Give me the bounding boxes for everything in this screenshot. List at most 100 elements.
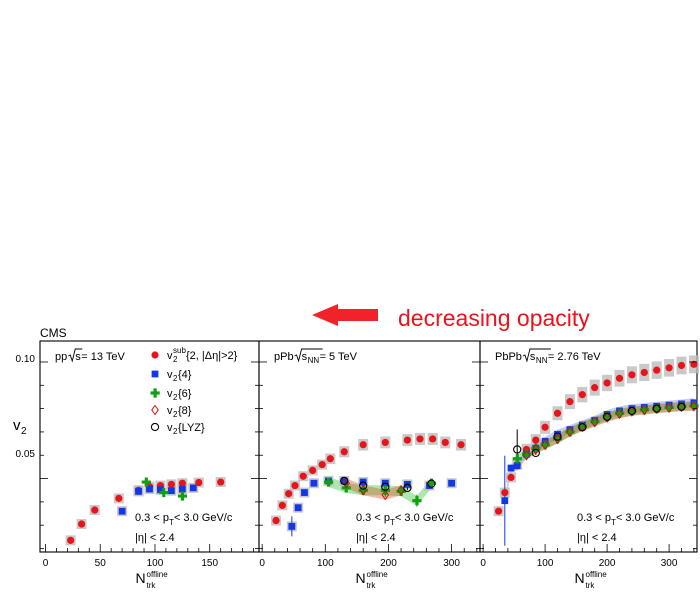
pt-cut-sub: T: [611, 518, 616, 527]
x-axis-label-main: N: [356, 570, 366, 586]
energy-label-sqrt: s: [530, 351, 536, 363]
y-axis-label: v 2: [13, 417, 27, 437]
data-point-circle: [578, 391, 586, 399]
data-point-open-circle: [513, 445, 522, 454]
data-point-square: [135, 487, 142, 495]
data-point-circle: [403, 436, 411, 444]
legend-marker-square: [151, 370, 159, 378]
data-point-open-circle: [403, 483, 412, 493]
data-point-diamond: [522, 449, 531, 461]
data-point-diamond: [531, 444, 540, 455]
x-tick-label: 0: [480, 558, 486, 569]
legend-v: v: [167, 388, 173, 400]
data-point-cross: [553, 434, 563, 444]
data-point-diamond: [640, 404, 649, 416]
data-point-cross: [577, 421, 587, 431]
data-point-circle: [640, 368, 648, 377]
data-point-cross: [602, 412, 612, 422]
legend-sub: 2: [173, 355, 178, 364]
syst-band-cross: [328, 477, 432, 506]
data-point-open-circle: [381, 482, 390, 491]
data-point-square: [310, 479, 318, 487]
energy-label-sub: NN: [536, 356, 548, 365]
pt-cut-label: 0.3 < p: [577, 512, 611, 524]
data-marks-pp: [65, 477, 226, 546]
legend-sub: 2: [173, 410, 178, 419]
data-point-circle: [457, 441, 465, 449]
data-point-square: [513, 462, 521, 470]
data-point-square: [507, 464, 515, 472]
data-point-square: [501, 497, 509, 505]
x-axis-label-sub: trk: [147, 581, 157, 590]
x-axis-label-sub: trk: [586, 581, 596, 590]
data-point-square: [146, 485, 153, 493]
legend-marker-open-circle: [150, 422, 160, 432]
x-ticks-ppb: 0 100 200 300 N offline trk: [259, 361, 480, 590]
data-point-diamond: [603, 412, 611, 423]
x-tick-label: 200: [599, 558, 616, 569]
data-point-diamond: [397, 484, 405, 496]
x-tick-label: 100: [317, 558, 334, 569]
data-point-diamond: [541, 439, 549, 451]
pt-cut-label: 0.3 < p: [135, 512, 169, 524]
energy-label-value: = 5 TeV: [320, 351, 358, 363]
eta-cut-label: |η| < 2.4: [135, 532, 175, 544]
data-point-cross: [565, 427, 575, 437]
data-point-square: [288, 522, 296, 530]
data-point-cross: [639, 405, 649, 415]
legend-entry-cross: v 2 {6}: [150, 388, 192, 402]
energy-label-sqrt: s: [302, 351, 308, 363]
data-point-circle: [217, 478, 225, 486]
data-marks-ppb: [271, 432, 467, 537]
data-point-circle: [603, 379, 611, 387]
data-point-circle: [278, 501, 286, 509]
data-point-open-circle: [427, 479, 436, 488]
data-point-cross: [141, 477, 151, 487]
data-point-circle: [318, 460, 326, 469]
data-point-diamond: [553, 433, 562, 445]
x-axis-label-sup: offline: [367, 570, 389, 579]
legend-label: {8}: [178, 405, 192, 417]
data-point-circle: [653, 366, 661, 374]
sqrt-icon: [294, 348, 323, 363]
data-point-circle: [359, 441, 367, 449]
legend-v: v: [167, 422, 173, 434]
data-point-open-circle: [677, 402, 686, 411]
pt-cut-range: < 3.0 GeV/c: [174, 512, 233, 524]
x-axis-label-sup: offline: [586, 570, 608, 579]
data-point-circle: [591, 384, 599, 392]
data-point-cross: [590, 416, 600, 427]
x-tick-label: 200: [380, 558, 397, 569]
panel-frame: [479, 340, 698, 553]
data-point-cross: [540, 440, 550, 450]
data-point-circle: [416, 435, 424, 443]
data-point-cross: [689, 401, 699, 411]
data-point-circle: [429, 435, 437, 443]
x-axis-label-main: N: [136, 570, 146, 586]
data-point-circle: [507, 473, 515, 481]
data-point-circle: [326, 455, 334, 463]
legend-sup: sub: [173, 346, 186, 355]
legend-entry-open-circle: v 2 {LYZ}: [150, 422, 205, 436]
sqrt-icon: [68, 348, 83, 363]
data-point-cross: [627, 406, 637, 416]
data-point-circle: [615, 374, 624, 382]
x-ticks-pp: 0 50 100 150 N offline trk: [40, 361, 259, 590]
legend-entry-diamond: v 2 {8}: [151, 404, 192, 419]
data-point-cross: [531, 443, 541, 453]
energy-label-sqrt: s: [75, 351, 81, 363]
pt-cut-range: < 3.0 GeV/c: [616, 512, 675, 524]
data-point-circle: [541, 423, 549, 431]
data-point-circle: [78, 520, 86, 528]
data-point-cross: [652, 404, 662, 414]
data-point-open-circle: [531, 448, 540, 458]
data-point-square: [168, 487, 175, 495]
data-point-circle: [167, 480, 175, 488]
legend-label: {4}: [178, 369, 192, 381]
data-point-diamond: [652, 403, 661, 414]
data-point-circle: [67, 536, 75, 544]
data-point-open-circle: [340, 476, 349, 486]
